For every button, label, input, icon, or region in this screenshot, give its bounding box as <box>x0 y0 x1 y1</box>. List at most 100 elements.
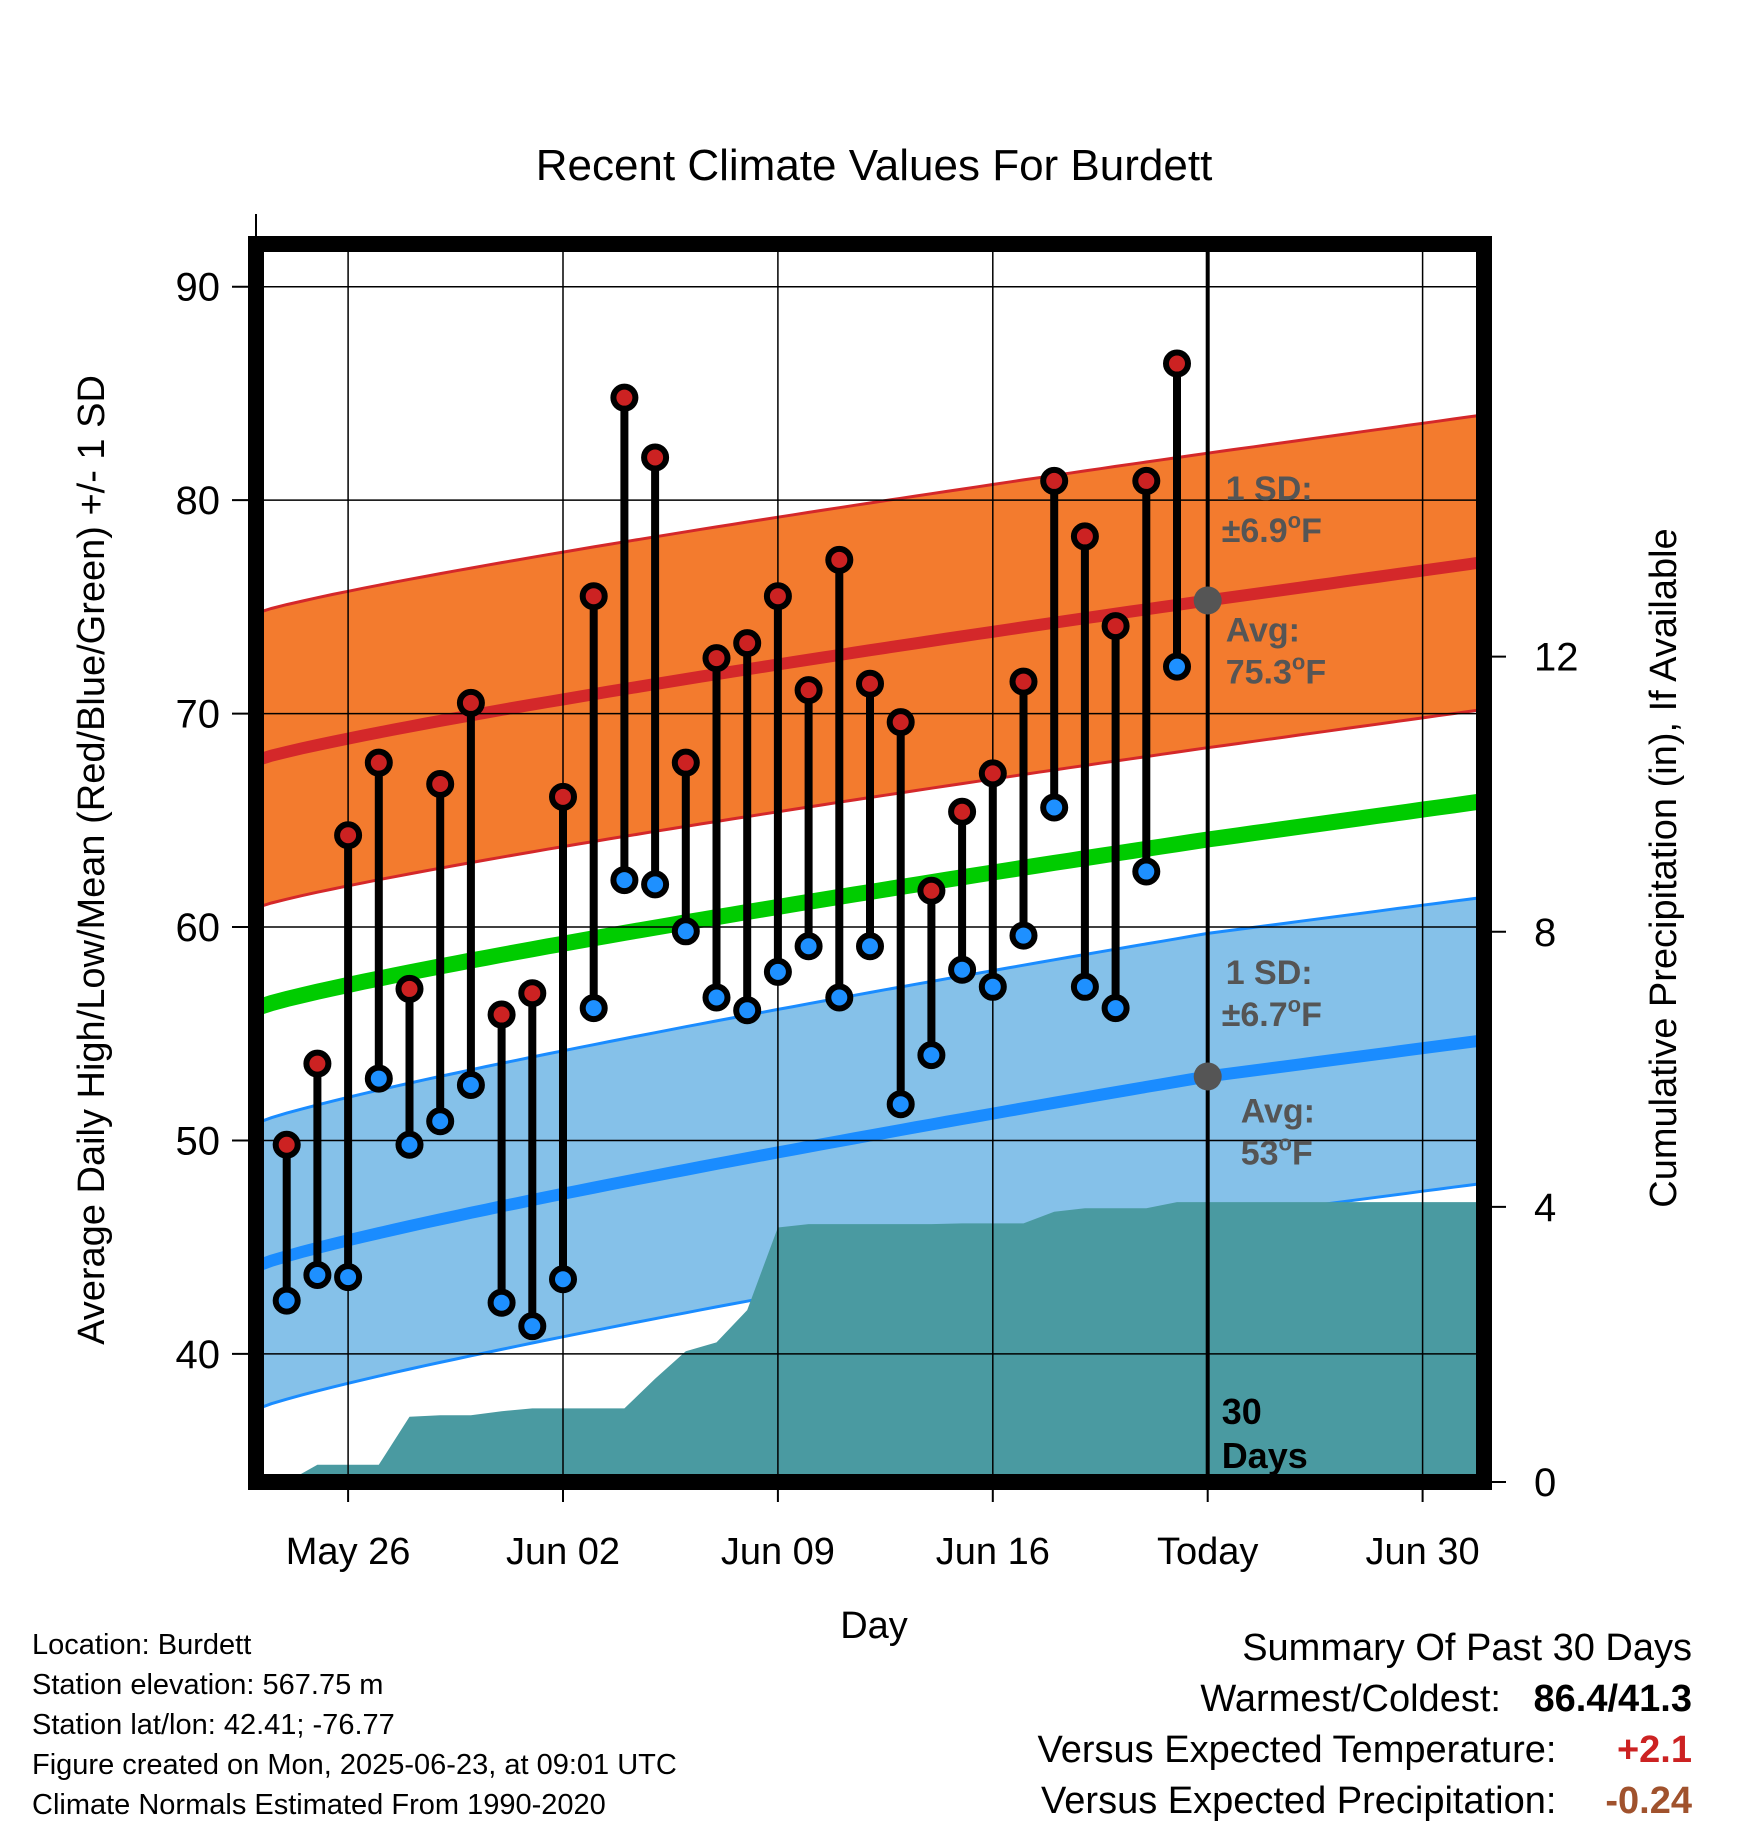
daily-low-point <box>303 1260 332 1289</box>
axes: 40 50 60 70 80 90 0 4 8 12 May 26 Jun 02 Jun 09 Jun 1… <box>176 214 1579 1573</box>
y2-tick-label: 0 <box>1534 1461 1556 1505</box>
daily-high-point <box>702 644 731 673</box>
daily-high-point <box>1101 612 1130 641</box>
daily-high-point <box>671 748 700 777</box>
high-normal-band-upper <box>256 413 1484 615</box>
daily-high-point <box>487 1000 516 1029</box>
days-label-text: Days <box>1222 1435 1308 1476</box>
daily-low-point <box>671 917 700 946</box>
plot-frame <box>248 236 1492 1490</box>
daily-high-point <box>794 676 823 705</box>
y2-tick-label: 12 <box>1534 636 1579 680</box>
daily-low-point <box>733 996 762 1025</box>
low-avg-label: Avg: <box>1241 1093 1315 1131</box>
precip-value: -0.24 <box>1605 1780 1692 1822</box>
daily-low-point <box>825 983 854 1012</box>
summary-precip-row: Versus Expected Precipitation: -0.24 <box>1038 1776 1692 1827</box>
daily-low-point <box>702 983 731 1012</box>
daily-high-point <box>1070 522 1099 551</box>
warmest-value: 86.4/41.3 <box>1533 1678 1692 1720</box>
daily-low-point <box>518 1312 547 1341</box>
warmest-label: Warmest/Coldest: <box>1200 1678 1501 1720</box>
daily-low-point <box>579 994 608 1023</box>
created-text: Figure created on Mon, 2025-06-23, at 09… <box>32 1749 677 1781</box>
daily-high-point <box>456 688 485 717</box>
daily-high-point <box>426 770 455 799</box>
daily-high-point <box>1163 349 1191 378</box>
low-avg-value: 53oF <box>1241 1131 1313 1173</box>
daily-high-point <box>641 443 670 472</box>
y-tick-label: 80 <box>176 479 221 523</box>
daily-high-point <box>825 545 854 574</box>
temp-value: +2.1 <box>1616 1729 1692 1771</box>
summary-panel: Summary Of Past 30 Days Warmest/Coldest:… <box>1038 1623 1692 1827</box>
daily-low-point <box>364 1064 393 1093</box>
daily-high-point <box>395 974 424 1003</box>
daily-low-point <box>763 957 792 986</box>
daily-low-point <box>917 1041 946 1070</box>
y-tick-label: 60 <box>176 906 221 950</box>
daily-high-point <box>334 821 363 850</box>
daily-low-point <box>886 1090 915 1119</box>
summary-warmest-row: Warmest/Coldest: 86.4/41.3 <box>1038 1674 1692 1725</box>
daily-high-point <box>1132 466 1161 495</box>
temp-label: Versus Expected Temperature: <box>1037 1729 1557 1771</box>
elevation-text: Station elevation: 567.75 m <box>32 1669 384 1701</box>
chart-title: Recent Climate Values For Burdett <box>536 141 1213 190</box>
daily-high-point <box>518 979 547 1008</box>
precip-label: Versus Expected Precipitation: <box>1041 1780 1557 1822</box>
high-avg-value: 75.3oF <box>1226 650 1326 692</box>
x-tick-label: Jun 30 <box>1366 1531 1480 1573</box>
latlon-text: Station lat/lon: 42.41; -76.77 <box>32 1709 395 1741</box>
y2-axis-label: Cumulative Precipitation (in), If Availa… <box>1643 528 1685 1207</box>
x-tick-label: May 26 <box>286 1531 411 1573</box>
daily-high-point <box>610 383 639 412</box>
daily-high-point <box>303 1049 332 1078</box>
daily-high-point <box>948 797 977 826</box>
x-tick-label: Jun 02 <box>506 1531 620 1573</box>
summary-title: Summary Of Past 30 Days <box>1242 1627 1692 1669</box>
daily-high-point <box>364 748 393 777</box>
low-normal-line <box>256 1034 1484 1273</box>
days-label-number: 30 <box>1222 1391 1262 1432</box>
daily-low-point <box>1040 793 1069 822</box>
daily-high-point <box>579 582 608 611</box>
low-avg-marker <box>1193 1062 1222 1091</box>
x-tick-label: Jun 16 <box>936 1531 1050 1573</box>
high-sd-label: 1 SD: <box>1226 470 1313 508</box>
daily-low-point <box>395 1130 424 1159</box>
daily-low-point <box>610 866 639 895</box>
daily-high-point <box>1040 466 1069 495</box>
y-tick-label: 50 <box>176 1119 221 1163</box>
daily-high-point <box>856 669 884 698</box>
x-tick-label: Today <box>1157 1531 1258 1573</box>
daily-high-point <box>549 782 577 811</box>
daily-low-point <box>856 932 884 961</box>
y2-tick-label: 8 <box>1534 911 1556 955</box>
daily-high-point <box>763 582 792 611</box>
daily-low-point <box>1070 972 1099 1001</box>
location-text: Location: Burdett <box>32 1629 252 1661</box>
y-axis-label: Average Daily High/Low/Mean (Red/Blue/Gr… <box>71 375 113 1345</box>
daily-low-point <box>641 870 670 899</box>
y-tick-label: 90 <box>176 266 221 310</box>
daily-low-point <box>1101 994 1130 1023</box>
y-tick-label: 40 <box>176 1333 221 1377</box>
daily-high-point <box>1009 667 1038 696</box>
high-normal-line <box>256 556 1484 767</box>
daily-low-point <box>794 932 823 961</box>
x-tick-label: Jun 09 <box>721 1531 835 1573</box>
y2-tick-label: 4 <box>1534 1186 1556 1230</box>
daily-low-point <box>487 1288 516 1317</box>
low-normal-band-upper <box>256 895 1484 1125</box>
y-tick-label: 70 <box>176 693 221 737</box>
summary-temp-row: Versus Expected Temperature: +2.1 <box>1038 1725 1692 1776</box>
daily-low-point <box>549 1265 577 1294</box>
high-sd-value: ±6.9oF <box>1222 508 1322 550</box>
daily-low-point <box>272 1286 301 1315</box>
x-axis-label: Day <box>840 1605 908 1647</box>
high-avg-marker <box>1193 586 1222 615</box>
